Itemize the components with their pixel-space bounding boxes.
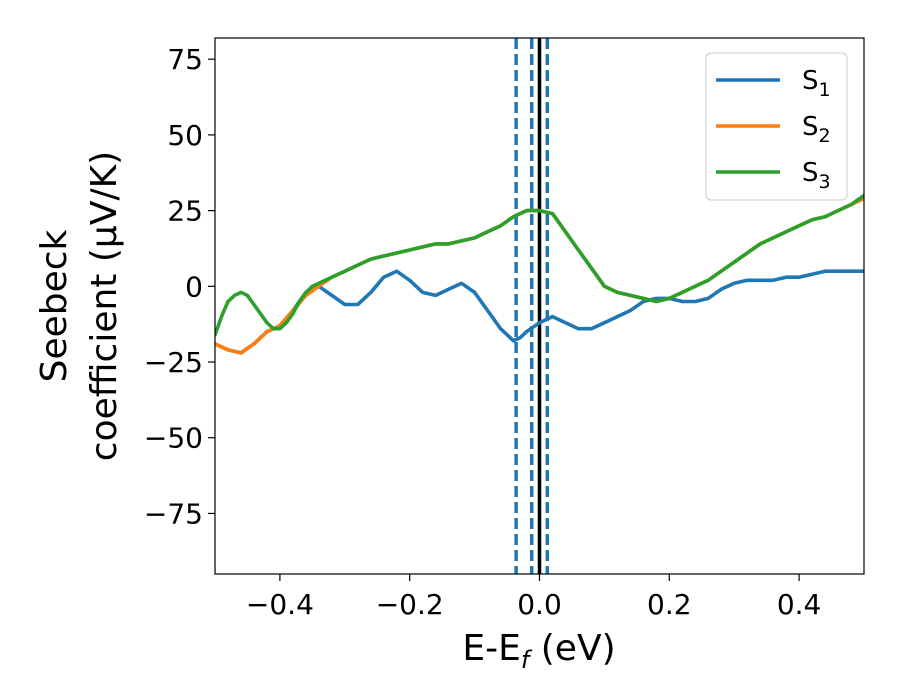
y-axis-title-line1: Seebeck bbox=[34, 229, 75, 382]
x-tick-label: 0.4 bbox=[777, 588, 822, 621]
legend: S1 S2 S3 bbox=[705, 52, 848, 201]
plot-area bbox=[215, 38, 864, 574]
legend-label-s1: S1 bbox=[802, 66, 831, 101]
series-line-s3 bbox=[215, 193, 864, 337]
x-tick-label: −0.2 bbox=[376, 588, 444, 621]
legend-label-s3: S3 bbox=[802, 158, 831, 193]
y-tick-label: 0 bbox=[185, 270, 203, 303]
y-tick-label: 75 bbox=[167, 43, 203, 76]
x-tick-label: −0.4 bbox=[246, 588, 314, 621]
y-axis-title: Seebeck coefficient (μV/K) bbox=[34, 151, 125, 461]
axis-ticks: −0.4 −0.2 0.0 0.2 0.4 75 50 25 0 −25 −50 −75 bbox=[144, 43, 821, 621]
legend-label-s2: S2 bbox=[802, 112, 831, 147]
x-axis-title: E-Ef (eV) bbox=[462, 628, 615, 674]
y-tick-label: −50 bbox=[144, 422, 203, 455]
series-line-s1 bbox=[215, 269, 864, 355]
y-tick-label: 25 bbox=[167, 195, 203, 228]
y-tick-label: −25 bbox=[144, 346, 203, 379]
y-tick-label: −75 bbox=[144, 497, 203, 530]
x-tick-label: 0.0 bbox=[517, 588, 562, 621]
x-tick-label: 0.2 bbox=[647, 588, 692, 621]
y-axis-title-line2: coefficient (μV/K) bbox=[84, 151, 125, 461]
y-tick-label: 50 bbox=[167, 119, 203, 152]
